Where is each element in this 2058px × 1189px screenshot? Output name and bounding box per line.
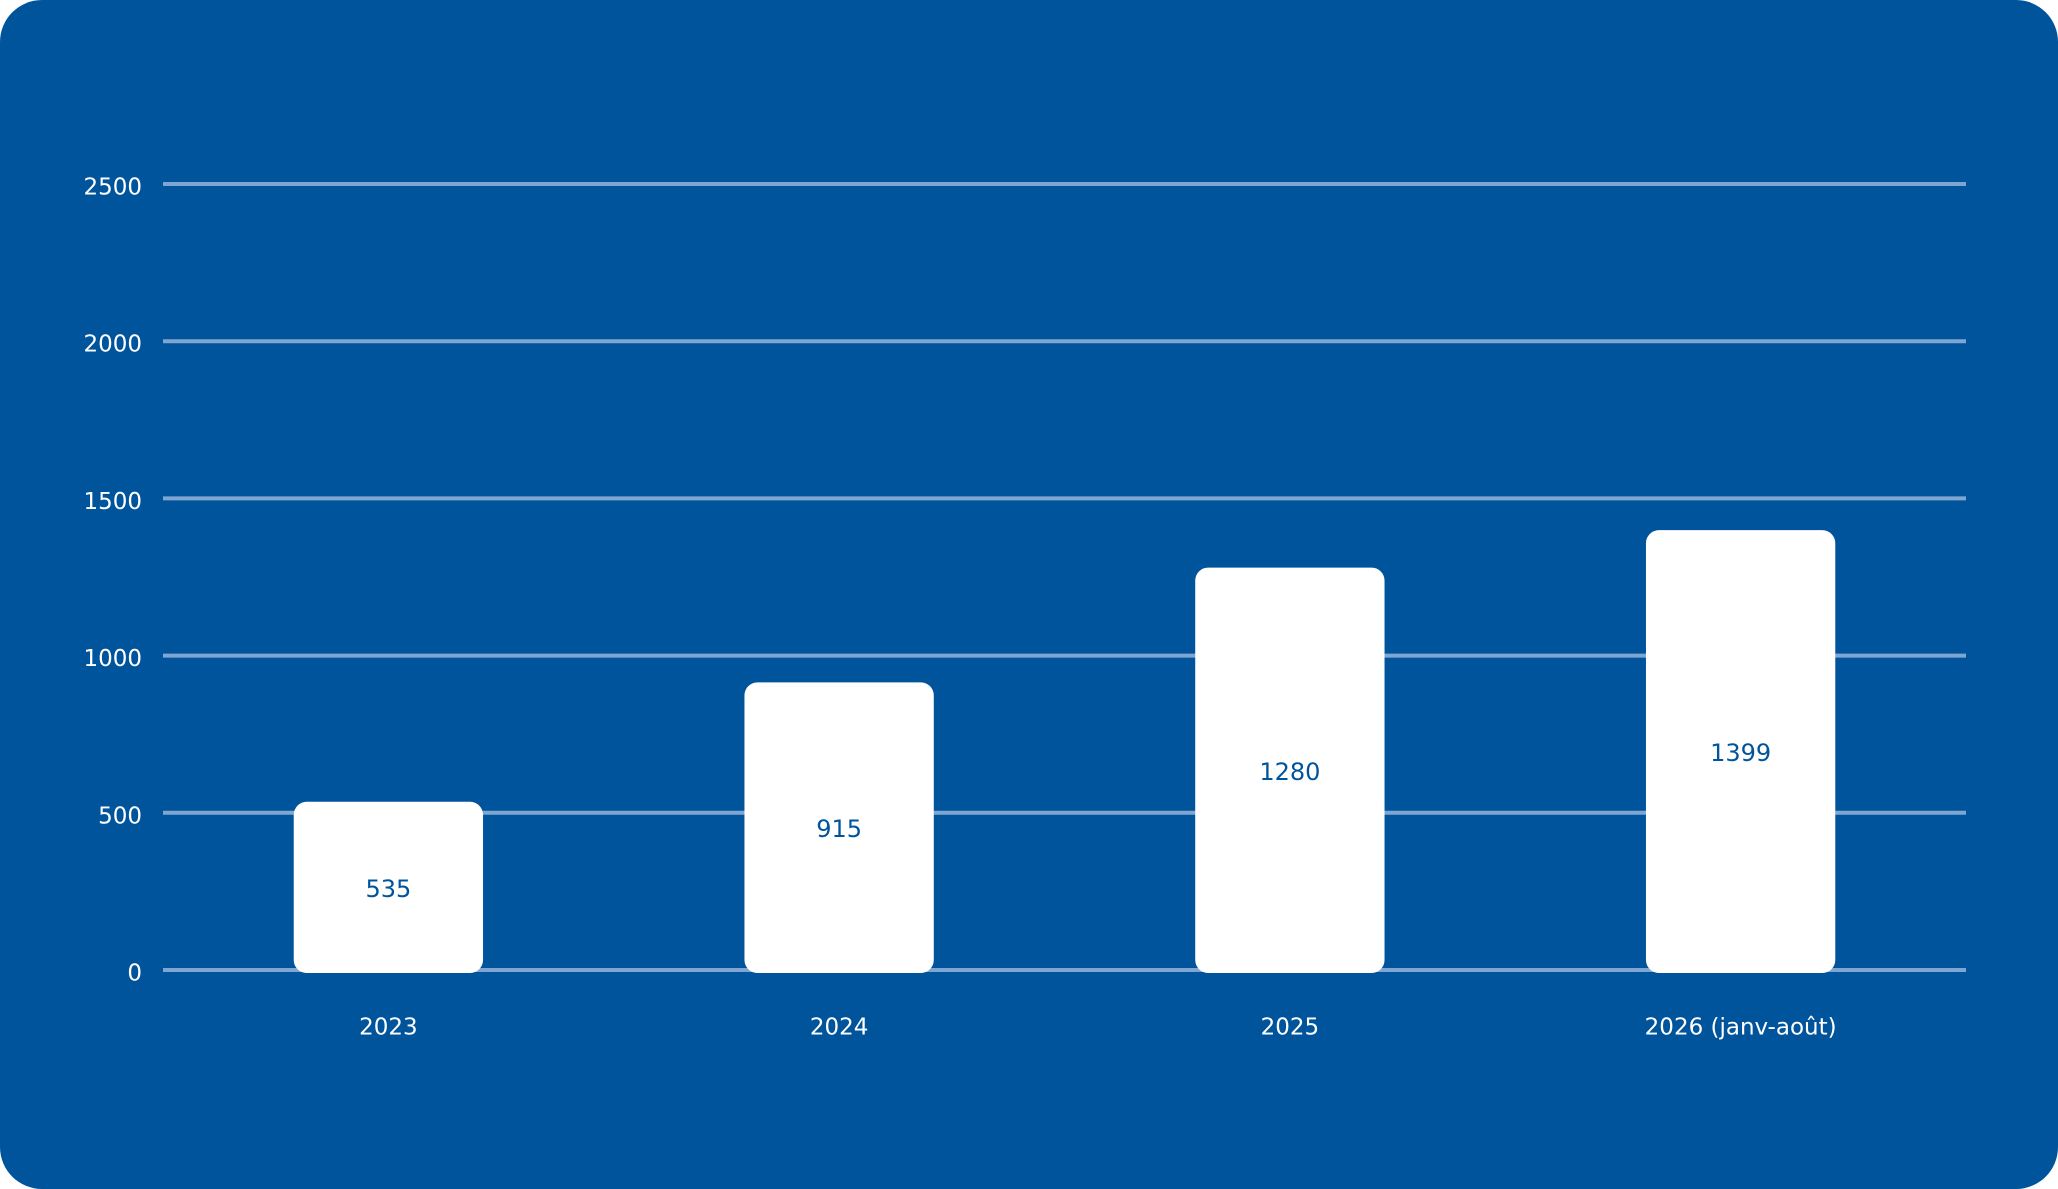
- x-tick-label: 2023: [359, 1015, 418, 1041]
- y-tick-label: 2000: [83, 332, 142, 358]
- y-tick-label: 2500: [83, 175, 142, 201]
- value-label: 535: [365, 875, 411, 903]
- value-label: 1280: [1259, 758, 1320, 786]
- x-tick-label: 2025: [1261, 1015, 1320, 1041]
- y-tick-label: 1000: [83, 646, 142, 672]
- value-label: 915: [816, 815, 862, 843]
- bar: [744, 682, 934, 973]
- y-tick-label: 500: [98, 803, 142, 829]
- bar: [1645, 530, 1836, 973]
- y-tick-label: 1500: [83, 489, 142, 515]
- bar: [293, 801, 484, 973]
- x-tick-label: 2024: [810, 1015, 869, 1041]
- y-tick-label: 0: [127, 961, 142, 987]
- bar: [1195, 567, 1385, 973]
- value-label: 1399: [1710, 739, 1771, 767]
- x-tick-label: 2026 (janv-août): [1645, 1015, 1837, 1041]
